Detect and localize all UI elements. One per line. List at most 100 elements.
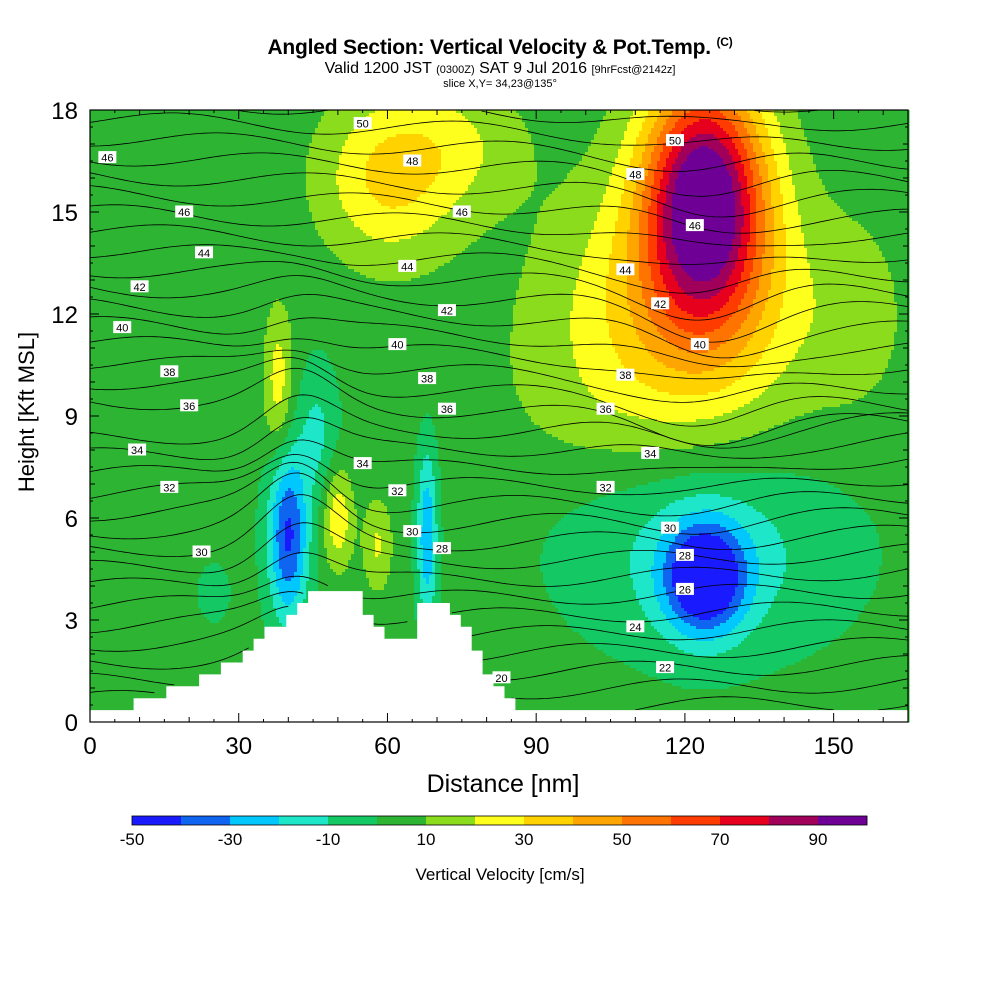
valid-date: SAT 9 Jul 2016 [479,60,587,77]
chart-valid-line: Valid 1200 JST (0300Z) SAT 9 Jul 2016 [9… [0,60,1000,78]
isentrope-line [89,637,909,670]
isentrope-label: 40 [113,321,132,335]
y-tick-label: 9 [65,404,78,431]
colorbar-swatch [573,816,623,825]
colorbar-swatch [328,816,378,825]
isentrope-label-box [192,545,211,558]
isentrope-label: 34 [353,457,372,471]
colorbar-tick-label: -30 [218,830,243,849]
isentrope-label-box [175,205,194,218]
isentrope-label-text: 32 [163,482,175,494]
colorbar-tick-label: -10 [316,830,341,849]
isentrope-line [89,293,909,359]
isentrope-label: 38 [160,365,179,379]
isentrope-label: 48 [626,168,645,182]
isentropes [89,109,909,711]
isentrope-line [89,261,909,321]
isentrope-line [635,696,909,711]
isentrope-label: 28 [432,542,451,556]
isentrope-line [89,112,909,151]
isentrope-line [89,591,909,634]
isentrope-line [89,494,909,557]
isentrope-label: 44 [398,259,417,273]
isentrope-label: 30 [192,545,211,559]
isentrope-line [89,244,909,294]
isentrope-label-text: 34 [131,445,143,457]
isentrope-label-box [353,457,372,470]
isentrope-label-box [437,402,456,415]
chart-title-text: Angled Section: Vertical Velocity & Pot.… [267,36,711,59]
isentrope-line [89,349,908,403]
isentrope-line [89,224,909,265]
isentrope-label-text: 40 [694,340,706,352]
isentrope-label-text: 38 [421,374,433,386]
isentrope-label: 42 [130,280,149,294]
isentrope-label-box [492,671,511,684]
isentrope-label-text: 38 [619,370,631,382]
isentrope-label-box [180,399,199,412]
isentrope-label-text: 50 [357,119,369,131]
isentrope-line [89,575,909,609]
isentrope-label-text: 30 [406,527,418,539]
isentrope-label-text: 36 [183,401,195,413]
isentrope-label-box [403,525,422,538]
isentrope-line [89,185,909,234]
isentrope-line [89,132,909,172]
isentrope-line [89,357,909,427]
colorbar-tick-label: 10 [417,830,436,849]
isentrope-label-text: 46 [101,153,113,165]
isentrope-label-box [651,297,670,310]
isentrope-label-text: 50 [669,136,681,148]
isentrope-label: 32 [388,484,407,498]
isentrope-label: 50 [665,134,684,148]
isentrope-line [89,316,909,368]
isentrope-label: 46 [452,205,471,219]
isentrope-label-text: 24 [629,622,641,634]
isentrope-label-box [675,582,694,595]
isentrope-label-text: 40 [391,340,403,352]
isentrope-label-box [388,338,407,351]
isentrope-label-text: 20 [495,673,507,685]
isentrope-line [89,472,909,540]
isentrope-label-text: 28 [436,544,448,556]
isentrope-label: 26 [675,582,694,596]
y-tick-label: 12 [51,302,78,329]
isentrope-label-text: 44 [198,248,210,260]
isentrope-label: 30 [661,521,680,535]
isentrope-label: 42 [651,297,670,311]
isentrope-line [89,605,909,652]
isentrope-label-text: 22 [659,663,671,675]
isentrope-label-box [403,154,422,167]
isentrope-label-text: 30 [195,547,207,559]
isentrope-label: 40 [388,338,407,352]
isentrope-label-text: 28 [679,550,691,562]
isentrope-label: 28 [675,548,694,562]
isentrope-label-box [690,338,709,351]
isentrope-label: 42 [437,304,456,318]
isentrope-label-box [596,480,615,493]
isentrope-label-box [452,205,471,218]
isentrope-label-text: 38 [163,367,175,379]
isentrope-label-box [113,321,132,334]
isentrope-line [89,336,909,380]
x-tick-label: 30 [225,733,252,760]
isentrope-label: 38 [418,372,437,386]
isentrope-label-text: 26 [679,584,691,596]
isentrope-label-text: 42 [133,282,145,294]
isentrope-label-box [130,280,149,293]
colorbar-label: Vertical Velocity [cm/s] [415,865,584,884]
isentrope-line [89,655,909,686]
colorbar-swatch [181,816,231,825]
slice-info: slice X,Y= 34,23@135° [0,78,1000,90]
colorbar-tick-label: -50 [120,830,145,849]
isentrope-label-text: 32 [391,486,403,498]
isentrope-label-box [661,521,680,534]
colorbar-tick-label: 70 [711,830,730,849]
isentrope-label-box [160,480,179,493]
isentrope-label-box [675,548,694,561]
isentrope-label: 32 [160,480,179,494]
isentrope-label-text: 46 [456,207,468,219]
colorbar-swatch [475,816,525,825]
isentrope-label-box [195,246,214,259]
